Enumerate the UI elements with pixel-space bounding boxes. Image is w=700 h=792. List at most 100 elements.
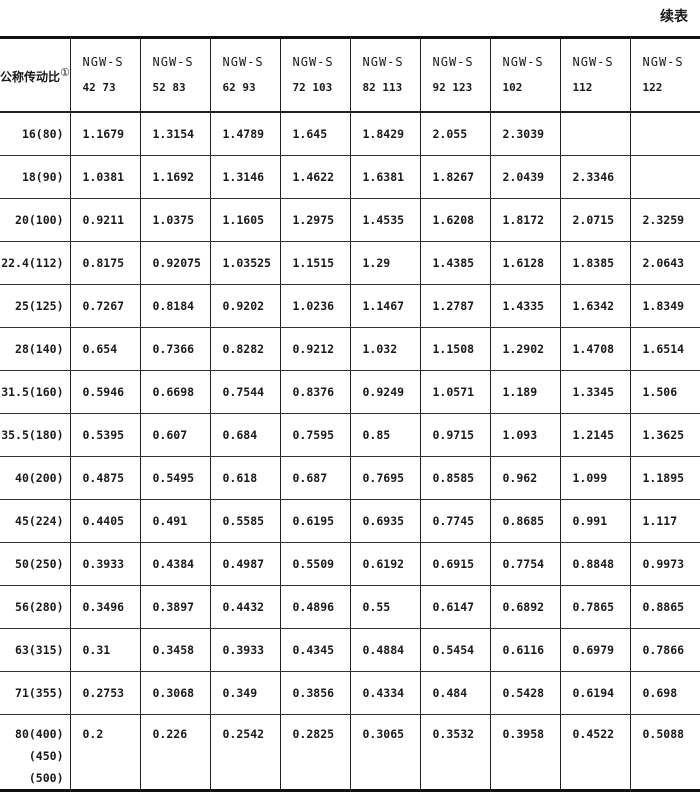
model-name: NGW-S xyxy=(153,49,210,75)
value-cell: 1.3146 xyxy=(210,156,280,199)
value-cell: 0.8175 xyxy=(70,242,140,285)
ratio-cell: 28(140) xyxy=(0,328,70,371)
ratio-cell: 80(400)(450)(500) xyxy=(0,715,70,791)
value-cell: 1.1605 xyxy=(210,199,280,242)
model-size: 82 113 xyxy=(363,75,420,101)
model-size: 42 73 xyxy=(83,75,140,101)
value-cell: 1.8172 xyxy=(490,199,560,242)
value-cell: 2.0439 xyxy=(490,156,560,199)
ratio-cell: 25(125) xyxy=(0,285,70,328)
value-cell: 1.8267 xyxy=(420,156,490,199)
ratio-value: 80(400) xyxy=(0,723,64,745)
value-cell: 0.8282 xyxy=(210,328,280,371)
ratio-value: 35.5(180) xyxy=(0,428,64,442)
value-cell: 0.7745 xyxy=(420,500,490,543)
value-cell: 1.1467 xyxy=(350,285,420,328)
value-cell: 0.9973 xyxy=(630,543,700,586)
value-cell: 1.0381 xyxy=(70,156,140,199)
value-cell: 0.7366 xyxy=(140,328,210,371)
value-cell: 0.7695 xyxy=(350,457,420,500)
value-cell: 0.31 xyxy=(70,629,140,672)
value-cell: 0.5454 xyxy=(420,629,490,672)
model-name: NGW-S xyxy=(83,49,140,75)
model-name: NGW-S xyxy=(503,49,560,75)
model-name: NGW-S xyxy=(293,49,350,75)
value-cell: 1.4335 xyxy=(490,285,560,328)
value-cell: 1.0571 xyxy=(420,371,490,414)
value-cell: 0.7866 xyxy=(630,629,700,672)
value-cell: 0.6915 xyxy=(420,543,490,586)
value-cell: 1.0375 xyxy=(140,199,210,242)
value-cell: 1.1508 xyxy=(420,328,490,371)
continued-table-label: 续表 xyxy=(660,6,688,26)
ratio-extra-value: (500) xyxy=(0,767,64,789)
value-cell: 0.3532 xyxy=(420,715,490,791)
value-cell: 1.4622 xyxy=(280,156,350,199)
value-cell: 0.5428 xyxy=(490,672,560,715)
value-cell: 1.3154 xyxy=(140,112,210,156)
value-cell: 0.7267 xyxy=(70,285,140,328)
value-cell: 1.093 xyxy=(490,414,560,457)
value-cell: 0.607 xyxy=(140,414,210,457)
ratio-value: 22.4(112) xyxy=(0,256,64,270)
value-cell xyxy=(630,156,700,199)
value-cell: 0.4875 xyxy=(70,457,140,500)
ratio-cell: 56(280) xyxy=(0,586,70,629)
value-cell: 1.4789 xyxy=(210,112,280,156)
value-cell: 0.6698 xyxy=(140,371,210,414)
ratio-value: 25(125) xyxy=(0,299,64,313)
value-cell: 1.3625 xyxy=(630,414,700,457)
value-cell: 0.4345 xyxy=(280,629,350,672)
footnote-mark: ① xyxy=(60,66,70,79)
value-cell: 2.0643 xyxy=(630,242,700,285)
value-cell: 0.3496 xyxy=(70,586,140,629)
ratio-value: 40(200) xyxy=(0,471,64,485)
value-cell: 0.4334 xyxy=(350,672,420,715)
value-cell: 0.4405 xyxy=(70,500,140,543)
value-cell: 0.6192 xyxy=(350,543,420,586)
model-name: NGW-S xyxy=(433,49,490,75)
value-cell: 0.5509 xyxy=(280,543,350,586)
value-cell: 0.3958 xyxy=(490,715,560,791)
value-cell: 0.8184 xyxy=(140,285,210,328)
value-cell: 0.6892 xyxy=(490,586,560,629)
ratio-extra-value: (450) xyxy=(0,745,64,767)
ratio-value: 31.5(160) xyxy=(0,385,64,399)
value-cell: 0.7865 xyxy=(560,586,630,629)
value-cell: 0.8848 xyxy=(560,543,630,586)
value-cell: 1.032 xyxy=(350,328,420,371)
value-cell: 0.226 xyxy=(140,715,210,791)
value-cell: 1.29 xyxy=(350,242,420,285)
model-name: NGW-S xyxy=(573,49,630,75)
model-name: NGW-S xyxy=(643,49,700,75)
value-cell: 1.1895 xyxy=(630,457,700,500)
value-cell: 0.3068 xyxy=(140,672,210,715)
ratio-value: 71(355) xyxy=(0,686,64,700)
value-cell: 0.9212 xyxy=(280,328,350,371)
value-cell: 0.8865 xyxy=(630,586,700,629)
ratio-cell: 63(315) xyxy=(0,629,70,672)
value-cell: 0.7754 xyxy=(490,543,560,586)
value-cell xyxy=(630,112,700,156)
value-cell: 0.5495 xyxy=(140,457,210,500)
value-cell: 1.4385 xyxy=(420,242,490,285)
model-size: 92 123 xyxy=(433,75,490,101)
value-cell: 0.92075 xyxy=(140,242,210,285)
value-cell: 0.7544 xyxy=(210,371,280,414)
value-cell: 0.484 xyxy=(420,672,490,715)
value-cell: 0.9715 xyxy=(420,414,490,457)
ratio-value: 18(90) xyxy=(0,170,64,184)
value-cell: 2.3346 xyxy=(560,156,630,199)
value-cell: 0.962 xyxy=(490,457,560,500)
value-cell: 0.7595 xyxy=(280,414,350,457)
